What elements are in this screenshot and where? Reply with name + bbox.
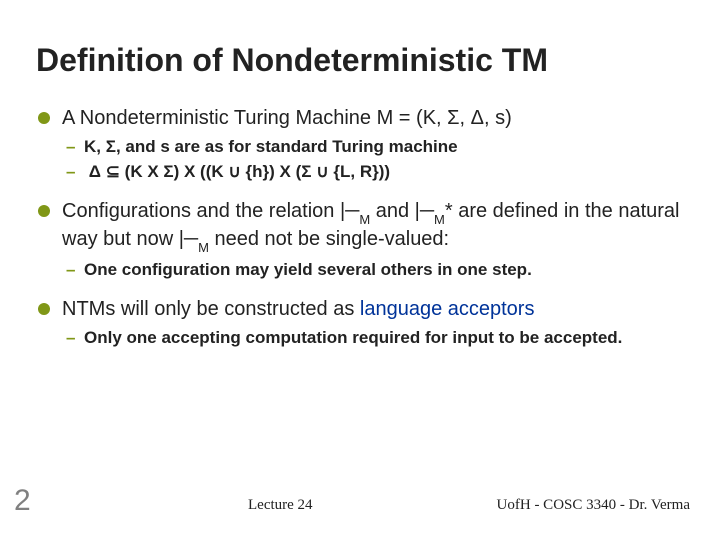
bullet-1-sub-1: K, Σ, and s are as for standard Turing m…	[62, 136, 684, 159]
slide-number: 2	[14, 484, 31, 518]
sigma-symbol: Σ	[106, 137, 116, 156]
b1-text-pre: A Nondeterministic Turing Machine M = (K…	[62, 107, 447, 129]
lecture-label: Lecture 24	[248, 497, 313, 514]
subseteq-symbol: ⊆	[106, 162, 120, 181]
b3-pre: NTMs will only be constructed as	[62, 298, 360, 320]
sigma-symbol: Σ	[301, 162, 311, 181]
language-acceptors-link: language acceptors	[360, 298, 535, 320]
bullet-2-sub-1: One configuration may yield several othe…	[62, 259, 684, 282]
bullet-list: A Nondeterministic Turing Machine M = (K…	[36, 105, 684, 350]
b1s2-t4: {L, R}))	[329, 162, 390, 181]
sigma-symbol: Σ	[163, 162, 173, 181]
bullet-3-sub-1: Only one accepting computation required …	[62, 327, 684, 350]
bullet-1-sub-2: Δ ⊆ (K X Σ) X ((K ∪ {h}) X (Σ ∪ {L, R}))	[62, 161, 684, 184]
b1s2-t2: ) X ((K	[174, 162, 229, 181]
delta-symbol: Δ	[471, 107, 484, 129]
b1s2-t3: {h}) X (	[241, 162, 301, 181]
bullet-1-sublist: K, Σ, and s are as for standard Turing m…	[62, 136, 684, 184]
b1-text-post: , s)	[484, 107, 512, 129]
union-symbol: ∪	[316, 162, 328, 181]
union-symbol: ∪	[228, 162, 240, 181]
slide-title: Definition of Nondeterministic TM	[36, 42, 684, 79]
sub-m: M	[359, 212, 370, 227]
delta-symbol: Δ	[89, 162, 101, 181]
slide-body: A Nondeterministic Turing Machine M = (K…	[36, 105, 684, 350]
sub-m: M	[434, 212, 445, 227]
b1s2-t1: (K X	[120, 162, 163, 181]
bullet-2-sublist: One configuration may yield several othe…	[62, 259, 684, 282]
slide: Definition of Nondeterministic TM A Nond…	[0, 0, 720, 540]
b1-text-mid1: ,	[460, 107, 471, 129]
sub-m: M	[198, 240, 209, 255]
bullet-3-sublist: Only one accepting computation required …	[62, 327, 684, 350]
bullet-2: Configurations and the relation |─M and …	[36, 198, 684, 282]
b2-mid1: and |─	[370, 200, 434, 222]
b2-pre: Configurations and the relation |─	[62, 200, 359, 222]
sigma-symbol: Σ	[447, 107, 459, 129]
bullet-3: NTMs will only be constructed as languag…	[36, 296, 684, 350]
b2-post: need not be single-valued:	[209, 228, 449, 250]
bullet-1: A Nondeterministic Turing Machine M = (K…	[36, 105, 684, 184]
b1s1-post: , and s are as for standard Turing machi…	[116, 137, 458, 156]
footer-right: UofH - COSC 3340 - Dr. Verma	[497, 497, 690, 514]
b1s1-pre: K,	[84, 137, 106, 156]
